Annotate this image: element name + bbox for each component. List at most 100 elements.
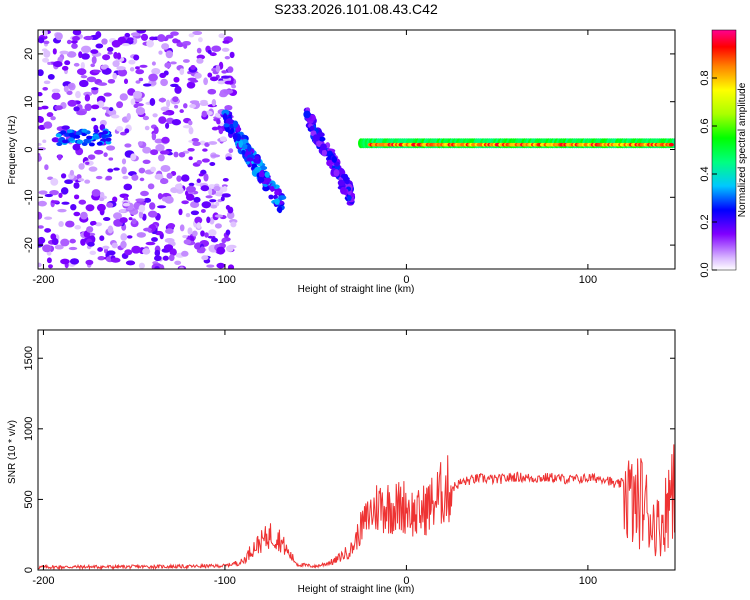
- spectrogram-cell: [58, 220, 64, 228]
- spectrogram-cell: [173, 76, 180, 83]
- spectrogram-cell: [246, 157, 254, 162]
- spectrogram-cell: [108, 107, 114, 112]
- spectrogram-cell: [124, 249, 133, 256]
- spectrogram-cell: [143, 227, 152, 232]
- spectrogram-cell: [135, 107, 146, 115]
- spectrogram-cell: [203, 173, 209, 182]
- spectrogram-cell: [222, 40, 230, 44]
- spectrogram-cell: [81, 53, 90, 60]
- spectrogram-cell: [61, 201, 70, 205]
- spectrogram-cell: [73, 62, 80, 67]
- spectrogram-cell: [86, 135, 93, 140]
- spectrogram-cell: [215, 201, 220, 207]
- spectrogram-cell: [321, 149, 327, 157]
- spectrogram-cell: [158, 154, 165, 162]
- spectrogram-cell: [135, 69, 145, 75]
- spectrogram-cell: [97, 247, 103, 252]
- spectrogram-cell: [154, 255, 162, 262]
- spectrogram-cell: [192, 30, 203, 36]
- spectrogram-cell: [340, 186, 347, 195]
- spectrogram-cell: [67, 99, 77, 107]
- spectrogram-cell: [326, 159, 334, 167]
- spectrogram-cell: [201, 201, 212, 209]
- spectrogram-cell: [117, 68, 128, 77]
- spectrogram-cell: [162, 255, 169, 261]
- spectrogram-cell: [38, 69, 44, 77]
- spectrogram-cell: [221, 70, 228, 74]
- spectrogram-cell: [66, 39, 72, 45]
- spectrogram-cell: [95, 43, 104, 49]
- spectrogram-cell: [198, 173, 204, 177]
- snr-ytick-label: 1500: [23, 346, 35, 370]
- spectrogram-cell: [138, 204, 146, 213]
- spectrogram-cell: [182, 234, 188, 239]
- spectrogram-cell: [165, 228, 174, 235]
- spectrogram-cell: [199, 246, 206, 254]
- spectrogram-cell: [131, 245, 141, 254]
- spectrogram-cell: [210, 154, 221, 158]
- spectrogram-cell: [320, 143, 327, 151]
- spectrogram-cell: [99, 191, 105, 199]
- spectrogram-cell: [42, 244, 52, 253]
- spectrogram-cell: [167, 223, 176, 229]
- spectrogram-cell: [77, 178, 85, 182]
- spectrogram-cell: [188, 156, 193, 161]
- spectrogram-cell: [93, 135, 100, 140]
- spectrogram-cell: [106, 202, 114, 208]
- spectrogram-cell: [194, 72, 202, 79]
- spectrogram-cell: [123, 78, 129, 85]
- spectrogram-cell: [331, 155, 338, 163]
- spectrogram-cell: [38, 91, 43, 97]
- spectrogram-cell: [74, 134, 81, 139]
- spectrogram-cell: [42, 139, 47, 143]
- spectrogram-cell: [91, 87, 99, 91]
- spectrogram-cell: [200, 209, 206, 213]
- spectrogram-cell: [102, 54, 111, 61]
- snr-xtick-label: 100: [579, 575, 597, 587]
- spectrogram-cell: [186, 185, 196, 193]
- spectrogram-ytick-label: 10: [23, 96, 35, 108]
- snr-x-label: Height of straight line (km): [298, 584, 415, 595]
- spectrogram-cell: [38, 190, 48, 195]
- spectrogram-cell: [200, 230, 205, 237]
- spectrogram-cell: [216, 118, 221, 125]
- spectrogram-cell: [70, 203, 77, 211]
- spectrogram-cell: [68, 132, 75, 137]
- spectrogram-cell: [181, 200, 189, 205]
- snr-ytick-label: 500: [23, 490, 35, 508]
- spectrogram-cell: [107, 51, 113, 55]
- colorbar-tick-label: 0.6: [699, 118, 711, 133]
- spectrogram-cell: [209, 52, 217, 57]
- spectrogram-cell: [88, 166, 98, 172]
- spectrogram-cell: [183, 103, 188, 109]
- spectrogram-cell: [142, 146, 152, 154]
- spectrogram-cell: [50, 200, 60, 204]
- spectrogram-cell: [192, 141, 201, 147]
- spectrogram-cell: [318, 136, 326, 142]
- spectrogram-cell: [185, 193, 195, 201]
- spectrogram-cell: [64, 179, 74, 184]
- spectrogram-cell: [146, 39, 154, 48]
- spectrogram-cell: [91, 220, 97, 226]
- spectrogram-cell: [139, 64, 148, 68]
- spectrogram-cell: [105, 175, 113, 181]
- spectrogram-cell: [126, 37, 134, 42]
- spectrogram-cell: [46, 112, 54, 118]
- spectrogram-cell: [151, 61, 156, 66]
- spectrogram-cell: [157, 205, 167, 209]
- spectrogram-cell: [161, 43, 170, 50]
- spectrogram-cell: [93, 129, 100, 134]
- spectrogram-cell: [161, 136, 170, 144]
- spectrogram-cell: [151, 237, 158, 242]
- spectrogram-cell: [112, 196, 118, 203]
- snr-xtick-label: 0: [403, 575, 409, 587]
- spectrogram-cell: [338, 167, 343, 175]
- spectrogram-cell: [68, 137, 75, 142]
- spectrogram-cell: [83, 138, 90, 143]
- spectrogram-cell: [232, 120, 239, 128]
- spectrogram-cell: [66, 51, 77, 58]
- colorbar-label: Normalized spectral amplitude: [737, 82, 748, 217]
- spectrogram-cell: [231, 84, 237, 89]
- spectrogram-cell: [170, 83, 179, 88]
- spectrogram-cell: [142, 115, 150, 121]
